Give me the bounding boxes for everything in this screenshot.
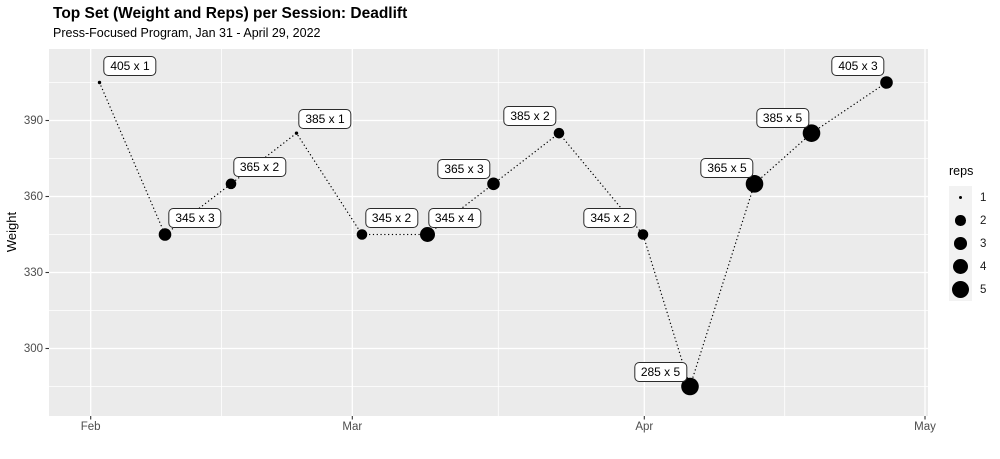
legend-dot-icon	[958, 195, 963, 200]
legend-dot-icon	[954, 237, 967, 250]
legend-dot-icon	[953, 259, 968, 274]
legend-key	[949, 255, 972, 278]
point-label: 405 x 3	[831, 55, 885, 76]
legend-item: 4	[949, 255, 986, 278]
legend-key	[949, 186, 972, 209]
x-tick-label: Apr	[635, 421, 654, 433]
legend-key	[949, 209, 972, 232]
point-label: 405 x 1	[103, 55, 157, 76]
legend-label: 1	[980, 191, 987, 204]
legend-item: 5	[949, 278, 986, 301]
legend-item: 2	[949, 209, 986, 232]
y-tick-label: 360	[23, 190, 43, 203]
point-label: 385 x 2	[503, 105, 557, 126]
legend-item: 1	[949, 186, 986, 209]
legend: reps 1 2 3 4 5	[949, 164, 986, 301]
chart-subtitle: Press-Focused Program, Jan 31 - April 29…	[53, 26, 321, 40]
point-label: 285 x 5	[633, 361, 688, 382]
point-label: 345 x 2	[583, 208, 637, 228]
point-label: 365 x 2	[232, 157, 287, 178]
y-tick-label: 330	[23, 266, 43, 279]
x-tick-label: May	[914, 421, 936, 433]
legend-label: 5	[980, 283, 987, 296]
point-label: 345 x 4	[427, 208, 482, 229]
point-label: 365 x 5	[700, 157, 754, 178]
legend-dot-icon	[951, 280, 970, 299]
point-label: 385 x 1	[298, 109, 352, 129]
y-tick-label: 300	[23, 342, 43, 355]
point-label: 365 x 3	[437, 158, 491, 179]
y-tick-label: 390	[23, 114, 43, 127]
legend-items: 1 2 3 4 5	[949, 186, 986, 301]
legend-key	[949, 232, 972, 255]
point-label: 345 x 3	[168, 208, 222, 229]
point-label: 385 x 5	[755, 108, 810, 129]
legend-label: 2	[980, 214, 987, 227]
legend-item: 3	[949, 232, 986, 255]
legend-label: 3	[980, 237, 987, 250]
chart-title: Top Set (Weight and Reps) per Session: D…	[53, 5, 408, 22]
legend-key	[949, 278, 972, 301]
plot-panel	[49, 49, 928, 416]
legend-dot-icon	[955, 215, 966, 226]
legend-label: 4	[980, 260, 987, 273]
x-tick-label: Mar	[342, 421, 363, 433]
x-tick-label: Feb	[80, 421, 101, 433]
point-label: 345 x 2	[364, 208, 419, 229]
legend-title: reps	[949, 164, 974, 178]
